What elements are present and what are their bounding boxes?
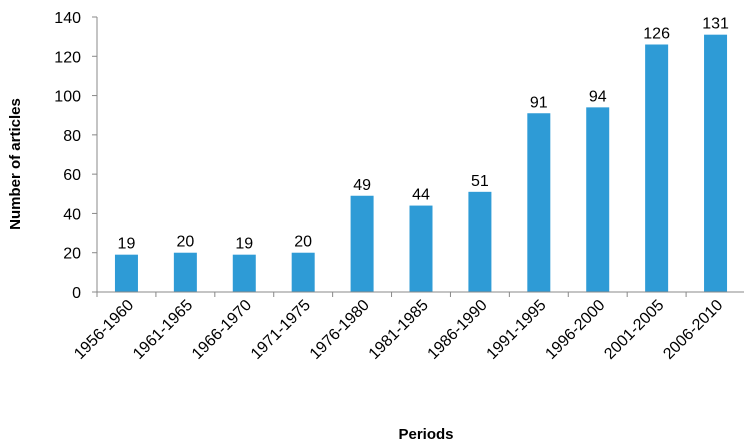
- bar: [645, 44, 669, 292]
- y-tick-label: 80: [63, 128, 81, 145]
- category-label: 1986-1990: [425, 297, 491, 363]
- bar: [350, 195, 374, 292]
- category-label: 1966-1970: [189, 297, 255, 363]
- category-label: 1956-1960: [71, 297, 137, 363]
- category-label: 2006-2010: [660, 297, 726, 363]
- category-label: 2001-2005: [601, 297, 667, 363]
- x-axis-category-labels: 1956-19601961-19651966-19701971-19751976…: [71, 297, 726, 363]
- data-label: 91: [530, 94, 548, 111]
- data-label: 19: [235, 236, 253, 253]
- y-tick-label: 120: [54, 49, 81, 66]
- y-tick-label: 100: [54, 89, 81, 106]
- bar: [468, 191, 492, 292]
- bar: [291, 252, 315, 292]
- bar: [114, 254, 138, 292]
- data-labels: 19 20 19 20 49 44 51 91 94 126 131: [118, 16, 729, 253]
- bars: [114, 34, 728, 293]
- data-label: 51: [471, 173, 489, 190]
- data-label: 126: [643, 26, 670, 43]
- category-label: 1976-1980: [307, 297, 373, 363]
- data-label: 20: [176, 234, 194, 251]
- bar: [173, 252, 197, 292]
- y-axis-title: Number of articles: [7, 98, 24, 230]
- category-label: 1991-1995: [484, 297, 550, 363]
- bar: [527, 113, 551, 292]
- category-label: 1971-1975: [248, 297, 314, 363]
- data-label: 94: [589, 88, 607, 105]
- data-label: 131: [702, 16, 729, 33]
- category-label: 1981-1985: [366, 297, 432, 363]
- y-axis-ticks: 0 20 40 60 80 100 120 140: [54, 10, 687, 302]
- bar: [409, 205, 433, 292]
- y-tick-label: 140: [54, 10, 81, 27]
- category-label: 1996-2000: [542, 297, 608, 363]
- data-label: 49: [353, 177, 371, 194]
- bar: [704, 34, 728, 293]
- y-tick-label: 60: [63, 167, 81, 184]
- bar: [232, 254, 256, 292]
- data-label: 20: [294, 234, 312, 251]
- data-label: 44: [412, 187, 430, 204]
- category-label: 1961-1965: [130, 297, 196, 363]
- y-tick-label: 40: [63, 206, 81, 223]
- x-axis-title: Periods: [398, 426, 453, 443]
- y-tick-label: 20: [63, 246, 81, 263]
- bar: [586, 107, 610, 292]
- data-label: 19: [118, 236, 136, 253]
- y-tick-label: 0: [72, 285, 81, 302]
